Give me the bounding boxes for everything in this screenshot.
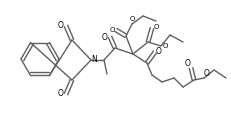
Text: O: O xyxy=(129,16,134,22)
Text: N: N xyxy=(91,55,97,65)
Text: O: O xyxy=(184,59,190,69)
Text: O: O xyxy=(153,24,158,30)
Text: O: O xyxy=(109,27,114,33)
Text: O: O xyxy=(162,43,167,49)
Text: O: O xyxy=(155,46,161,55)
Text: O: O xyxy=(58,21,64,30)
Text: O: O xyxy=(203,70,209,78)
Text: O: O xyxy=(102,32,107,42)
Text: O: O xyxy=(58,89,64,99)
